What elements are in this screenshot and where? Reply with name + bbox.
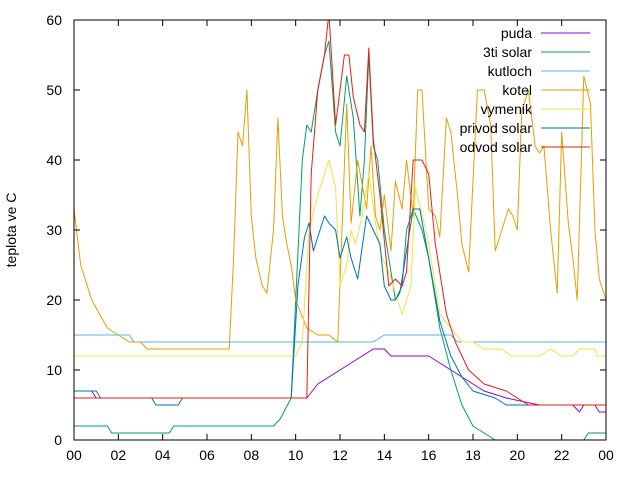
legend-label: odvod solar	[460, 139, 533, 155]
y-tick-label: 0	[54, 432, 62, 448]
y-tick-label: 10	[46, 362, 62, 378]
y-axis-title: teplota ve C	[3, 193, 19, 268]
series-line-kotel	[74, 75, 606, 350]
x-tick-label: 04	[155, 447, 171, 463]
series-line-puda	[74, 348, 606, 413]
x-tick-label: 16	[421, 447, 437, 463]
x-tick-label: 02	[111, 447, 127, 463]
x-tick-label: 00	[598, 447, 614, 463]
legend-label: privod solar	[460, 120, 533, 136]
legend-label: vymenik	[481, 101, 533, 117]
series-line-kutloch	[74, 334, 606, 343]
legend-label: 3ti solar	[483, 44, 532, 60]
series-line-vymenik	[74, 159, 606, 357]
y-tick-label: 50	[46, 82, 62, 98]
x-tick-label: 06	[199, 447, 215, 463]
x-tick-label: 10	[288, 447, 304, 463]
y-tick-label: 20	[46, 292, 62, 308]
x-tick-label: 22	[554, 447, 570, 463]
y-tick-label: 30	[46, 222, 62, 238]
series-line-privod-solar	[74, 208, 606, 406]
y-tick-label: 40	[46, 152, 62, 168]
legend: puda 3ti solar kutloch kotel vymenik privod s…	[460, 25, 590, 155]
x-tick-label: 20	[510, 447, 526, 463]
legend-label: puda	[501, 25, 532, 41]
x-tick-label: 12	[332, 447, 348, 463]
plot-lines	[74, 20, 606, 440]
x-tick-label: 08	[244, 447, 260, 463]
x-tick-label: 00	[66, 447, 82, 463]
series-line-odvod-solar	[74, 20, 606, 406]
x-tick-label: 18	[465, 447, 481, 463]
legend-label: kutloch	[488, 63, 532, 79]
x-tick-label: 14	[377, 447, 393, 463]
legend-label: kotel	[502, 82, 532, 98]
y-tick-label: 60	[46, 12, 62, 28]
series-line-3ti-solar	[74, 40, 606, 440]
